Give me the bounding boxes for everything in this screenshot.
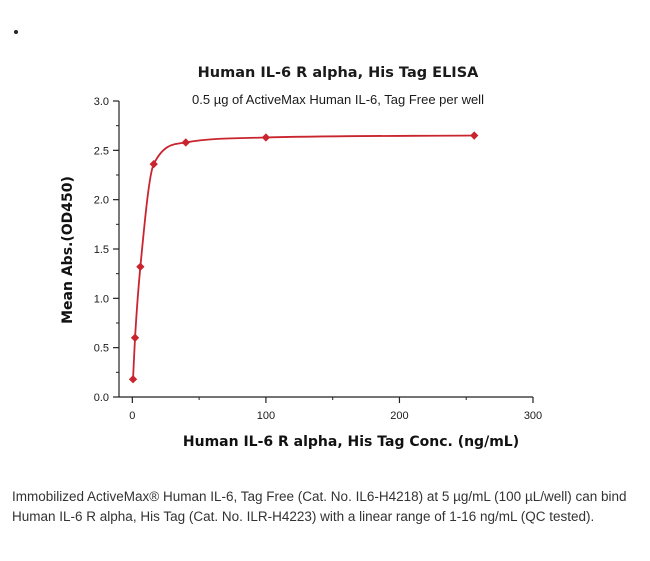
x-axis-title: Human IL-6 R alpha, His Tag Conc. (ng/mL… bbox=[183, 434, 519, 450]
axes: 0.0 0.5 1.0 1.5 2.0 2.5 3.0 0 100 200 300 bbox=[94, 96, 542, 422]
x-tick-label: 100 bbox=[257, 410, 275, 422]
data-point bbox=[128, 375, 138, 384]
y-tick-label: 2.5 bbox=[94, 145, 109, 157]
chart-title: Human IL-6 R alpha, His Tag ELISA bbox=[198, 65, 480, 81]
data-point bbox=[181, 138, 190, 147]
data-point bbox=[470, 131, 479, 140]
bullet-dot bbox=[14, 30, 18, 34]
fit-curve-line bbox=[132, 134, 475, 380]
data-point bbox=[149, 159, 158, 169]
chart-subtitle: 0.5 µg of ActiveMax Human IL-6, Tag Free… bbox=[192, 92, 484, 107]
data-point bbox=[136, 262, 145, 271]
x-tick-label: 200 bbox=[390, 410, 408, 422]
data-point bbox=[261, 133, 271, 142]
fit-curve bbox=[132, 134, 475, 380]
y-tick-label: 0.5 bbox=[94, 343, 109, 355]
y-tick-label: 3.0 bbox=[94, 96, 109, 108]
figure-caption: Immobilized ActiveMax® Human IL-6, Tag F… bbox=[12, 489, 627, 524]
x-tick-label: 0 bbox=[129, 410, 135, 422]
y-tick-label: 1.5 bbox=[94, 244, 109, 256]
data-points bbox=[128, 131, 479, 384]
x-tick-label: 300 bbox=[524, 410, 542, 422]
y-tick-label: 2.0 bbox=[94, 195, 109, 207]
data-point bbox=[130, 333, 140, 342]
y-tick-label: 1.0 bbox=[94, 293, 109, 305]
y-axis-title: Mean Abs.(OD450) bbox=[60, 176, 76, 324]
elisa-chart: Human IL-6 R alpha, His Tag ELISA 0.5 µg… bbox=[60, 65, 542, 450]
y-tick-label: 0.0 bbox=[94, 392, 109, 404]
